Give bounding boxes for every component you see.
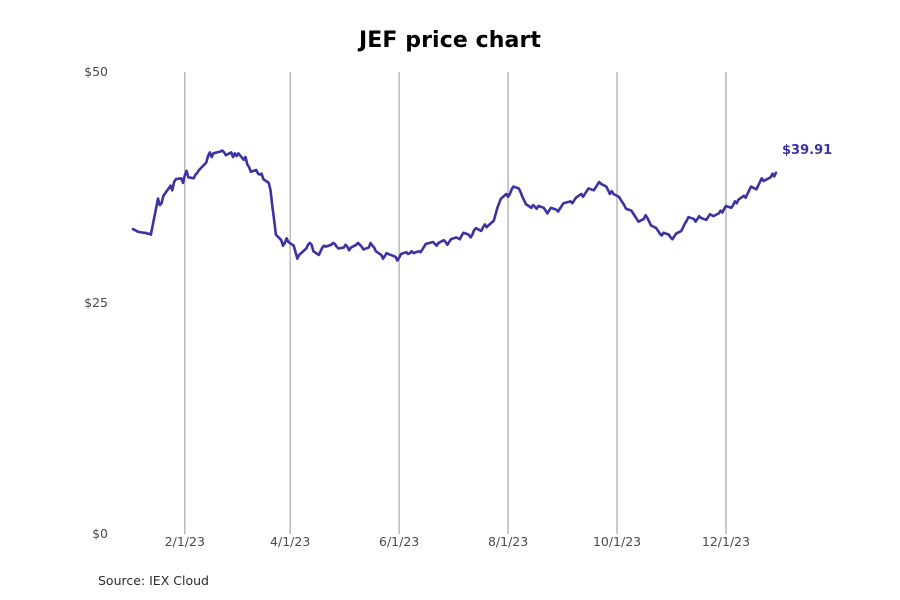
y-tick-label: $50 (84, 64, 108, 79)
gridlines-group (184, 72, 727, 534)
x-tick-label: 4/1/23 (270, 534, 311, 549)
y-tick-label: $0 (92, 526, 108, 541)
x-tick-label: 10/1/23 (592, 534, 642, 549)
price-line (131, 149, 778, 262)
x-tick-label: 6/1/23 (379, 534, 420, 549)
last-price-annotation: $39.91 (782, 143, 833, 159)
x-tick-label: 2/1/23 (164, 534, 205, 549)
x-tick-label: 8/1/23 (487, 534, 529, 549)
x-tick-label: 12/1/23 (701, 534, 751, 549)
chart-title: JEF price chart (358, 28, 542, 53)
y-tick-label: $25 (84, 295, 108, 310)
source-note: Source: IEX Cloud (98, 573, 209, 588)
